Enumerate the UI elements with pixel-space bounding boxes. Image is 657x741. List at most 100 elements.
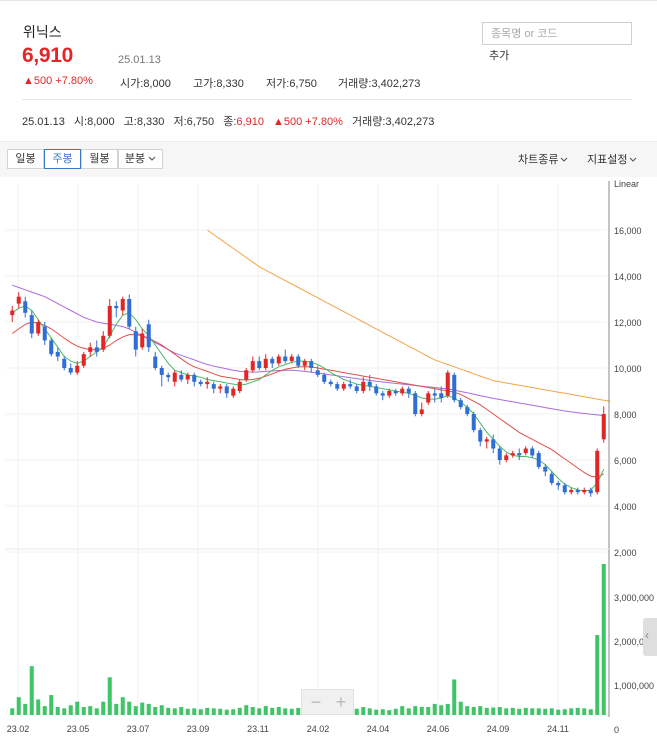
volume-bar (374, 709, 379, 715)
candle-body (179, 374, 184, 380)
volume-bar (517, 708, 522, 715)
ma-mid-line (12, 321, 605, 478)
candle-body (471, 414, 476, 431)
volume-bar (452, 679, 457, 715)
candle-body (556, 483, 561, 486)
volume-bar (601, 564, 606, 715)
top-border (0, 0, 657, 1)
volume-bar (159, 705, 164, 715)
tab-monthly[interactable]: 월봉 (81, 149, 118, 169)
candle-body (283, 356, 288, 362)
zoom-in-button[interactable]: + (335, 692, 347, 712)
volume-bar (140, 702, 145, 715)
candle-body (211, 384, 216, 389)
search-box[interactable] (482, 22, 632, 45)
candle-body (231, 388, 236, 396)
volume-bar (380, 709, 385, 715)
tab-minute[interactable]: 분봉 (118, 149, 163, 169)
volume-bar (49, 695, 54, 715)
stock-chart[interactable]: 23.02 23.05 23.07 23.09 23.11 24.02 24.04 24.06… (0, 177, 657, 741)
tab-weekly[interactable]: 주봉 (44, 149, 81, 169)
detail-high: 8,330 (136, 116, 165, 128)
candle-body (478, 430, 483, 442)
candle-body (192, 374, 197, 382)
candle-body (153, 356, 158, 368)
x-axis-label: 23.11 (247, 724, 269, 734)
chevron-down-icon (630, 157, 637, 162)
candle-body (354, 386, 359, 391)
volume-bar (192, 708, 197, 715)
ma-xlong-line (207, 229, 611, 402)
quote-date: 25.01.13 (118, 54, 161, 66)
candle-body (42, 326, 47, 341)
candle-body (575, 489, 580, 493)
volume-bar (81, 707, 86, 715)
x-axis-label: 23.02 (7, 724, 30, 734)
volume-bar (133, 706, 138, 715)
volume-bar (445, 703, 450, 715)
add-button[interactable]: 추가 (489, 50, 510, 62)
detail-low-label: 저 (173, 116, 184, 128)
chart-area[interactable]: 23.02 23.05 23.07 23.09 23.11 24.02 24.04 24.06… (0, 177, 657, 741)
candle-body (224, 386, 229, 394)
stock-name: 위닉스 (23, 24, 62, 40)
candle-body (29, 315, 34, 334)
volume-bar (120, 697, 125, 715)
x-axis-label: 24.04 (367, 724, 390, 734)
volume-bar (588, 709, 593, 715)
candle-body (510, 453, 515, 456)
zoom-out-button[interactable]: − (310, 692, 322, 712)
candle-body (198, 381, 203, 385)
candle-body (55, 351, 60, 357)
volume-bar (218, 708, 223, 715)
candle-body (328, 381, 333, 385)
candle-body (120, 299, 125, 311)
indicator-settings-menu[interactable]: 지표설정 (587, 151, 637, 167)
volume-bar (595, 635, 600, 715)
volume-bar (296, 707, 301, 715)
candle-body (562, 485, 567, 493)
x-axis-label: 24.06 (427, 724, 450, 734)
volume-bar (127, 701, 132, 715)
volume-bar (88, 706, 93, 715)
x-axis-label: 24.11 (547, 724, 569, 734)
side-panel-toggle[interactable]: ‹ (643, 618, 657, 656)
candle-body (426, 393, 431, 403)
candle-body (309, 361, 314, 368)
candle-body (341, 384, 346, 389)
candle-body (315, 370, 320, 375)
volume-bar (153, 707, 158, 715)
stat-volume-label: 거래량 (338, 78, 369, 90)
stat-high: 고가:8,330 (193, 78, 244, 90)
candle-body (146, 324, 151, 348)
volume-bar (543, 708, 548, 715)
price-axis-label: 6,000 (614, 456, 637, 466)
tab-daily[interactable]: 일봉 (7, 149, 44, 169)
volume-bar (575, 707, 580, 715)
volume-bar (276, 707, 281, 715)
search-input[interactable] (483, 23, 631, 44)
candle-body (101, 335, 106, 350)
x-axis-label: 24.09 (487, 724, 510, 734)
volume-bar (94, 708, 99, 715)
price-axis-label: 8,000 (614, 410, 637, 420)
x-axis-label: 23.09 (187, 724, 210, 734)
volume-axis-label: 1,000,000 (614, 681, 654, 691)
volume-bar (367, 708, 372, 715)
volume-bar (426, 707, 431, 715)
x-axis-label: 23.05 (67, 724, 90, 734)
chart-type-menu[interactable]: 차트종류 (518, 151, 568, 167)
volume-bar (562, 709, 567, 715)
candle-body (172, 372, 177, 382)
volume-bar (29, 666, 34, 715)
volume-bar (523, 707, 528, 715)
candle-body (445, 372, 450, 396)
detail-close: 6,910 (236, 116, 264, 128)
candle-body (530, 448, 535, 456)
stat-high-label: 고가 (193, 78, 214, 90)
volume-bar (491, 707, 496, 715)
stat-low-label: 저가 (266, 78, 287, 90)
chevron-down-icon (148, 156, 156, 161)
candle-body (49, 340, 54, 355)
volume-bar (55, 707, 60, 715)
